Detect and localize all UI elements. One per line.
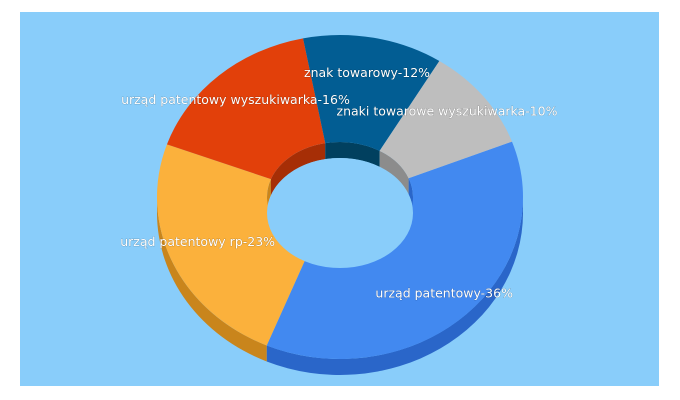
slice-labels: urząd patentowy-36% urząd patentowy rp-23…	[120, 65, 558, 301]
slice-urząd-patentowy-rp[interactable]	[157, 144, 311, 346]
slice-znak-towarowy[interactable]	[303, 35, 440, 151]
slice-label-3: znak towarowy-12%	[304, 65, 430, 80]
slice-side-0-0	[266, 197, 523, 375]
donut-sides	[157, 197, 523, 375]
slice-inner-wall-0	[408, 178, 413, 213]
slice-urząd-patentowy-wyszukiwarka[interactable]	[166, 38, 326, 180]
slice-side-1-0	[157, 197, 267, 362]
slice-label-1: urząd patentowy rp-23%	[120, 234, 275, 249]
slice-label-0: urząd patentowy-36%	[375, 285, 513, 300]
slice-znaki-towarowe-wyszukiwarka[interactable]	[379, 60, 512, 179]
slice-inner-wall-2	[270, 143, 326, 196]
slice-label-2: urząd patentowy wyszukiwarka-16%	[121, 92, 350, 107]
slice-inner-wall-4	[379, 150, 409, 195]
slice-label-4: znaki towarowe wyszukiwarka-10%	[337, 104, 558, 119]
donut-chart: urząd patentowy-36% urząd patentowy rp-23…	[120, 35, 558, 375]
slice-urząd-patentowy[interactable]	[266, 141, 523, 359]
chart-background: urząd patentowy-36% urząd patentowy rp-23…	[20, 12, 659, 386]
donut-hole	[267, 158, 413, 268]
slice-inner-wall-1	[267, 179, 271, 213]
slice-inner-wall-3	[325, 142, 380, 167]
donut-slices	[157, 35, 523, 359]
